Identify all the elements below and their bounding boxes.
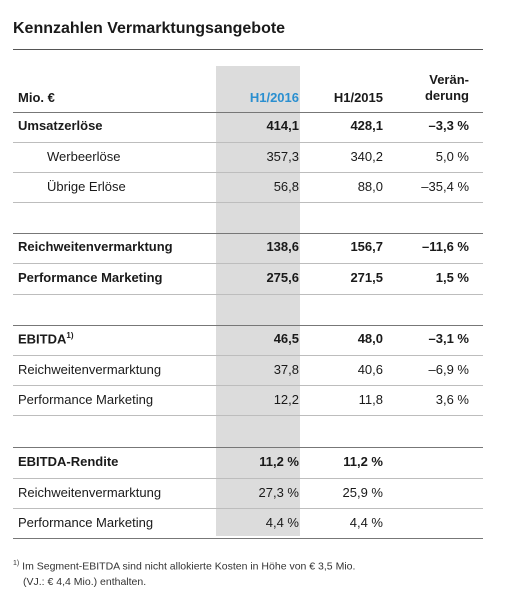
- cell-h1-2016: 11,2 %: [259, 454, 299, 469]
- footnote-mark: 1): [66, 331, 74, 340]
- cell-change: 3,6 %: [435, 392, 469, 407]
- cell-h1-2016: 27,3 %: [258, 485, 299, 500]
- cell-h1-2016: 414,1: [266, 118, 299, 133]
- cell-change: 1,5 %: [435, 270, 469, 285]
- row-rule: [13, 385, 483, 386]
- row-rule: [13, 263, 483, 264]
- header-row: Mio. € H1/2016 H1/2015 Verän- derung: [13, 72, 483, 108]
- table-bottom-rule: [13, 538, 483, 539]
- row-rule: [13, 172, 483, 173]
- cell-h1-2015: 48,0: [357, 331, 383, 346]
- row-label-text: EBITDA: [18, 331, 67, 347]
- footnote-line2: (VJ.: € 4,4 Mio.) enthalten.: [23, 575, 147, 588]
- row-rule: [13, 202, 483, 203]
- col-header-h1-2016: H1/2016: [249, 90, 299, 105]
- cell-h1-2016: 56,8: [273, 179, 299, 194]
- cell-h1-2015: 428,1: [350, 118, 383, 133]
- row-rule: [13, 355, 483, 356]
- cell-h1-2015: 271,5: [350, 270, 383, 285]
- row-label: Werbeerlöse: [47, 149, 121, 164]
- row-label: EBITDA1): [18, 331, 74, 346]
- row-rule: [13, 415, 483, 416]
- unit-header: Mio. €: [18, 90, 55, 105]
- section-rule: [13, 233, 483, 234]
- cell-h1-2015: 88,0: [357, 179, 383, 194]
- cell-change: –6,9 %: [428, 362, 469, 377]
- row-rule: [13, 294, 483, 295]
- cell-change: –3,1 %: [428, 331, 469, 346]
- cell-h1-2016: 12,2: [273, 392, 299, 407]
- cell-change: –11,6 %: [422, 239, 469, 254]
- cell-h1-2015: 340,2: [350, 149, 383, 164]
- cell-h1-2016: 275,6: [266, 270, 299, 285]
- footnote: 1) Im Segment-EBITDA sind nicht allokier…: [13, 556, 493, 590]
- row-label: Reichweitenvermarktung: [18, 485, 162, 500]
- cell-change: –3,3 %: [428, 118, 469, 133]
- col-header-change: Verän- derung: [425, 72, 469, 104]
- cell-h1-2016: 46,5: [273, 331, 299, 346]
- row-label: EBITDA-Rendite: [18, 454, 119, 469]
- row-label: Performance Marketing: [18, 515, 154, 530]
- col-header-change-line1: Verän-: [429, 72, 469, 87]
- row-rule: [13, 478, 483, 479]
- cell-h1-2015: 25,9 %: [342, 485, 383, 500]
- cell-h1-2015: 11,8: [358, 392, 383, 407]
- cell-h1-2016: 4,4 %: [265, 515, 299, 530]
- header-rule: [13, 112, 483, 113]
- row-label: Umsatzerlöse: [18, 118, 103, 133]
- cell-h1-2015: 11,2 %: [343, 454, 383, 469]
- cell-h1-2016: 357,3: [266, 149, 299, 164]
- cell-change: 5,0 %: [435, 149, 469, 164]
- cell-h1-2016: 138,6: [266, 239, 299, 254]
- highlight-column: [216, 66, 300, 536]
- table-title: Kennzahlen Vermarktungsangebote: [13, 20, 286, 37]
- cell-h1-2015: 4,4 %: [349, 515, 383, 530]
- footnote-mark: 1): [13, 560, 20, 567]
- row-label: Reichweitenvermarktung: [18, 239, 173, 254]
- footnote-line1: Im Segment-EBITDA sind nicht allokierte …: [22, 560, 356, 573]
- col-header-change-line2: derung: [424, 88, 469, 103]
- cell-h1-2015: 40,6: [357, 362, 383, 377]
- row-rule: [13, 508, 483, 509]
- row-label: Performance Marketing: [18, 270, 163, 285]
- title-rule: [13, 49, 483, 50]
- cell-change: –35,4 %: [421, 179, 469, 194]
- section-rule: [13, 447, 483, 448]
- row-label: Reichweitenvermarktung: [18, 362, 162, 377]
- cell-h1-2016: 37,8: [273, 362, 299, 377]
- row-rule: [13, 142, 483, 143]
- row-label: Übrige Erlöse: [47, 179, 126, 194]
- col-header-h1-2015: H1/2015: [333, 90, 383, 105]
- section-rule: [13, 325, 483, 326]
- row-label: Performance Marketing: [18, 392, 154, 407]
- cell-h1-2015: 156,7: [350, 239, 383, 254]
